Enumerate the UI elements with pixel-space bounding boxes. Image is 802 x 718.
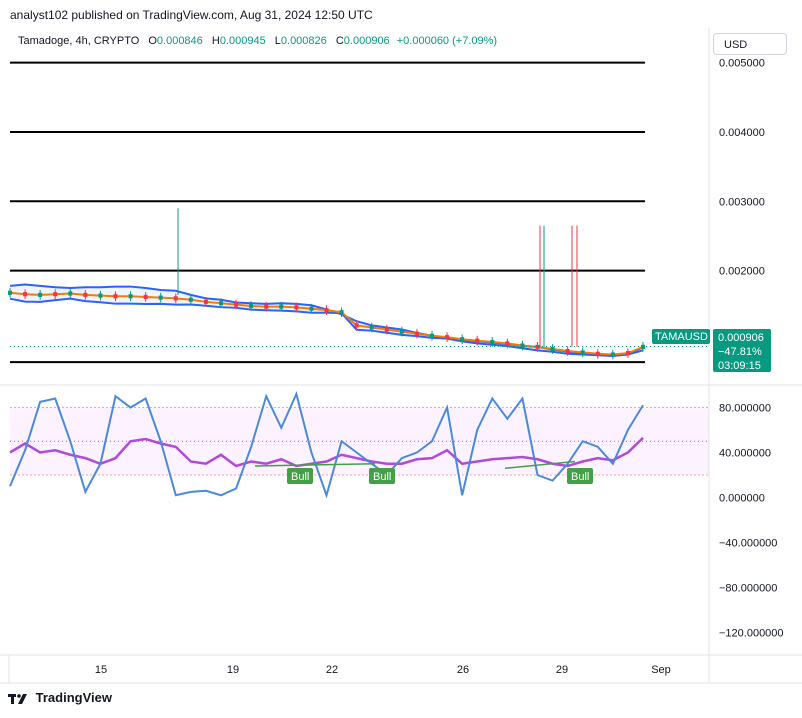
price-axis-tick: 0.005000 [719,58,765,70]
oscillator-axis-tick: −80.000000 [719,583,777,595]
candle-body [309,306,314,311]
candle-body [460,337,465,342]
ticker-tag-bg [652,329,710,344]
open-value: 0.000846 [156,35,203,47]
ticker-tag: TAMAUSD [655,331,708,343]
candle-body [565,348,570,354]
high-value: 0.000945 [219,35,266,47]
bull-label-bg [369,468,395,484]
oscillator-axis-tick: −40.000000 [719,538,777,550]
time-axis-tick: 29 [556,664,568,676]
candle-body [188,297,193,302]
change-value: +0.000060 (+7.09%) [396,35,498,47]
candle-body [249,303,254,309]
price-pane [8,61,709,364]
candle-body [520,343,525,348]
bollinger-fill [10,284,643,356]
time-axis-tick: Sep [651,664,671,676]
candle-body [279,304,284,309]
candle-body [490,339,495,345]
low-label: L [274,35,281,47]
candle-body [83,292,88,297]
tradingview-footer[interactable]: TradingView [8,690,112,705]
divergence-line [504,460,576,469]
candle-body [158,295,163,300]
publisher-line: analyst102 published on TradingView.com,… [10,8,373,22]
price-tag: TAMAUSD 0.000906 −47.81% 03:09:15 [652,329,771,372]
candle-body [610,352,615,357]
candle-body [505,341,510,346]
candle-body [264,304,269,309]
bull-label-bg [287,468,313,484]
time-axis-tick: 26 [457,664,469,676]
candle-body [595,351,600,356]
candle-body [414,331,419,336]
divergence-line [254,463,376,467]
candle-body [38,292,43,297]
close-label: C [335,35,344,47]
bull-label: Bull [571,471,589,483]
candle-body [445,335,450,340]
bull-label: Bull [291,471,309,483]
candle-body [550,346,555,352]
candle-body [143,294,148,300]
candle-body [324,308,329,313]
oscillator-signal-line [9,436,644,468]
oscillator-main-line [9,390,644,499]
candle-body [339,310,344,315]
close-value: 0.000906 [343,35,390,47]
candle-body [430,333,434,338]
bull-label-bg [567,468,593,484]
candle-body [399,329,404,334]
time-axis-tick: 15 [95,664,107,676]
price-tag-bg [713,329,771,372]
candle-body [173,296,178,301]
price-tag-value: 0.000906 [718,332,764,344]
open-label: O [148,35,157,47]
price-axis-tick: 0.004000 [719,127,765,139]
candle-body [113,294,118,299]
candle-body [23,292,28,297]
candle-body [53,292,58,297]
tradingview-brand: TradingView [35,690,112,705]
candle-body [369,325,374,330]
time-axis-tick: 19 [227,664,239,676]
currency-button[interactable]: USD [713,33,787,55]
candle-body [475,338,480,343]
candle-body [98,293,103,298]
tradingview-logo-icon [8,693,27,704]
oscillator-axis-tick: −120.000000 [719,628,784,640]
time-axis: 15 19 22 26 29 Sep [95,664,671,676]
oscillator-axis-tick: 80.000000 [719,403,771,415]
candle-body [128,294,133,299]
oscillator-axis-tick: 40.000000 [719,448,771,460]
oscillator-axis: 80.000000 40.000000 0.000000 −40.000000 −80.… [719,403,784,640]
candle-body [8,290,12,295]
candle-body [294,305,299,310]
candle-body [219,301,223,306]
candle-body [384,327,389,332]
time-axis-tick: 22 [326,664,338,676]
bull-label: Bull [373,471,391,483]
price-axis-tick: 0.003000 [719,196,765,208]
low-value: 0.000826 [280,35,327,47]
candle-body [535,344,540,349]
candle-body [354,323,359,328]
candle-body [580,350,585,355]
high-label: H [211,35,220,47]
symbol-legend: Tamadoge, 4h, CRYPTO O0.000846 H0.000945… [18,35,497,47]
price-tag-change: −47.81% [718,346,762,358]
oscillator-pane: Bull Bull Bull [9,390,709,499]
price-axis-tick: 0.002000 [719,266,765,278]
price-tag-countdown: 03:09:15 [718,360,761,372]
candle-body [68,291,73,296]
symbol-name: Tamadoge, 4h, CRYPTO [18,35,140,47]
candle-body [234,302,239,307]
candle-body [625,351,630,356]
candle-body [203,299,208,304]
oscillator-axis-tick: 0.000000 [719,493,765,505]
